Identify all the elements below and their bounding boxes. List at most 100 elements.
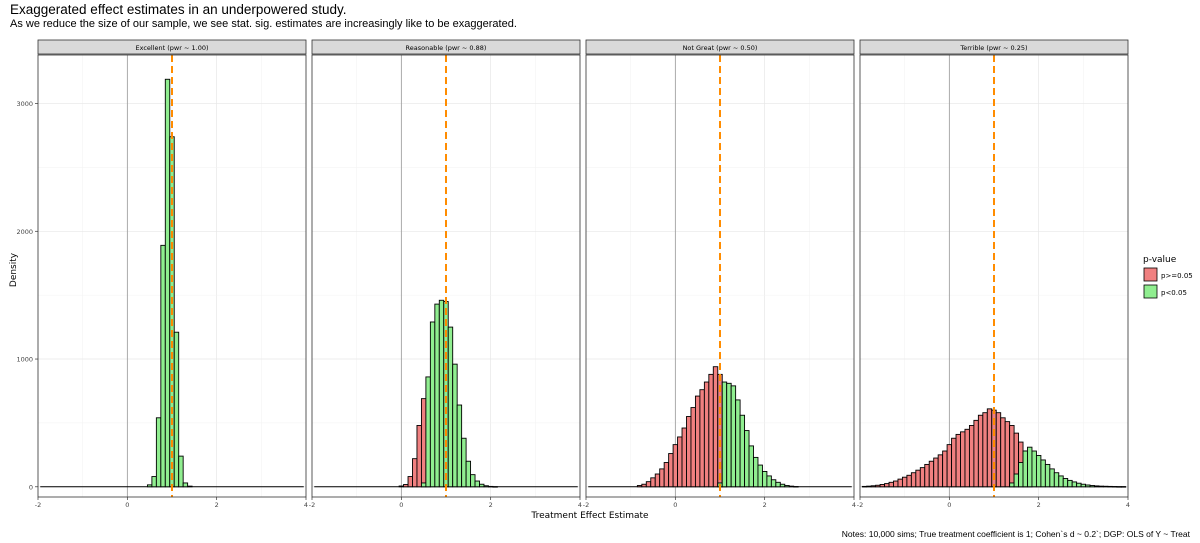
- histogram-bar: [753, 456, 759, 488]
- legend-label-sig: p<0.05: [1161, 289, 1187, 297]
- y-tick-label: 3000: [16, 100, 33, 108]
- histogram-bar: [187, 485, 193, 488]
- histogram-bar: [995, 412, 1002, 488]
- facet-panel-2: Reasonable (pwr ~ 0.88) -2 0 2 4: [309, 39, 582, 509]
- legend-swatch-sig: [1143, 284, 1158, 299]
- histogram-bar: [1067, 479, 1073, 488]
- histogram-bar: [919, 467, 926, 488]
- x-tick-label: 0: [947, 501, 951, 509]
- histogram-bar: [703, 381, 710, 488]
- histogram-bar: [416, 425, 422, 488]
- histogram-bar: [694, 395, 701, 488]
- x-tick-label: 2: [215, 501, 219, 509]
- histogram-bar: [866, 485, 872, 488]
- histogram-bar: [910, 472, 917, 488]
- x-tick-label: 4: [578, 501, 582, 509]
- histogram-bar: [1107, 485, 1113, 488]
- histogram-bar: [946, 444, 953, 488]
- histogram-bar: [901, 476, 908, 488]
- histogram-bar: [443, 301, 449, 488]
- histogram-bar: [641, 483, 647, 488]
- histogram-bar: [164, 78, 171, 488]
- x-tick-label: -2: [35, 501, 41, 509]
- x-tick-label: 4: [852, 501, 856, 509]
- histogram-bar: [403, 484, 409, 488]
- histogram-bar: [1004, 421, 1011, 488]
- histogram-bar: [452, 363, 458, 488]
- x-axis-title: Treatment Effect Estimate: [530, 511, 649, 521]
- histogram-bar: [735, 399, 741, 488]
- histogram-bar: [1000, 417, 1006, 488]
- histogram-bar: [897, 478, 903, 488]
- panel-border: [859, 54, 1129, 498]
- histogram-bar: [681, 427, 687, 488]
- histogram-bar: [1094, 485, 1100, 488]
- histogram-bar: [686, 416, 692, 488]
- histogram-bar: [1035, 455, 1042, 488]
- y-axis-title: Density: [9, 252, 19, 287]
- legend: p-value p>=0.05 p<0.05: [1143, 255, 1193, 299]
- histogram-bar: [1062, 478, 1069, 488]
- histogram-bar: [1111, 486, 1118, 488]
- histogram-bar: [1009, 425, 1015, 488]
- histogram-bar: [1120, 486, 1127, 488]
- histogram-bar: [968, 425, 975, 488]
- histogram-bar: [937, 454, 944, 488]
- x-tick-label: 2: [489, 501, 493, 509]
- chart-subtitle: As we reduce the size of our sample, we …: [10, 18, 517, 30]
- facet-strip: [37, 39, 307, 55]
- facet-panel-1: Excellent (pwr ~ 1.00) -2 0 2 4 0 1000 2000 3000: [16, 39, 308, 509]
- facet-strip: [859, 39, 1129, 55]
- histogram-bar: [766, 475, 772, 488]
- x-tick-label: 2: [763, 501, 767, 509]
- histogram-bar: [761, 471, 768, 488]
- histogram-bar: [951, 437, 957, 488]
- histogram-bar: [398, 485, 405, 488]
- histogram-bar: [1044, 463, 1051, 488]
- y-tick-label: 2000: [16, 228, 33, 236]
- panel-border: [585, 54, 855, 498]
- histogram-bar: [708, 373, 714, 488]
- histogram-bar: [699, 389, 705, 488]
- histogram-bar: [434, 303, 440, 488]
- histogram-bar: [438, 299, 445, 488]
- histogram-bar: [155, 417, 162, 488]
- histogram-bar: [663, 462, 670, 488]
- facet-strip-label: Excellent (pwr ~ 1.00): [136, 44, 209, 52]
- histogram-bar: [928, 460, 935, 488]
- histogram-bar: [924, 463, 930, 488]
- histogram-bar: [955, 433, 961, 488]
- histogram-bar: [407, 476, 413, 488]
- histogram-bar: [784, 485, 790, 488]
- histogram-bar: [151, 476, 157, 488]
- histogram-bar: [875, 484, 881, 488]
- histogram-bar: [146, 484, 153, 488]
- histogram-bar: [1058, 475, 1064, 488]
- histogram-bar: [1076, 482, 1082, 488]
- histogram-bar: [479, 483, 485, 488]
- histogram-bar: [1022, 450, 1028, 488]
- x-tick-label: -2: [309, 501, 315, 509]
- histogram-bar: [1089, 485, 1095, 488]
- histogram-bar: [420, 482, 427, 488]
- histogram-bar: [492, 486, 498, 488]
- histogram-bar: [977, 414, 984, 488]
- histogram-bar: [412, 458, 418, 488]
- histogram-bar: [425, 376, 431, 488]
- histogram-bar: [748, 445, 754, 488]
- histogram-bar: [770, 479, 777, 488]
- y-tick-label: 0: [29, 483, 33, 491]
- histogram-bar: [1071, 481, 1078, 488]
- histogram-bar: [1027, 446, 1033, 488]
- legend-label-nonsig: p>=0.05: [1161, 272, 1193, 280]
- histogram-bar: [888, 481, 894, 488]
- histogram-bar: [160, 244, 166, 488]
- histogram-bar: [654, 473, 661, 488]
- panel-border: [37, 54, 307, 498]
- histogram-bar: [456, 404, 463, 488]
- x-tick-label: -2: [857, 501, 863, 509]
- x-tick-label: -2: [583, 501, 589, 509]
- histogram-bar: [1049, 468, 1055, 488]
- histogram-bar: [712, 366, 719, 488]
- histogram-bar: [668, 453, 674, 488]
